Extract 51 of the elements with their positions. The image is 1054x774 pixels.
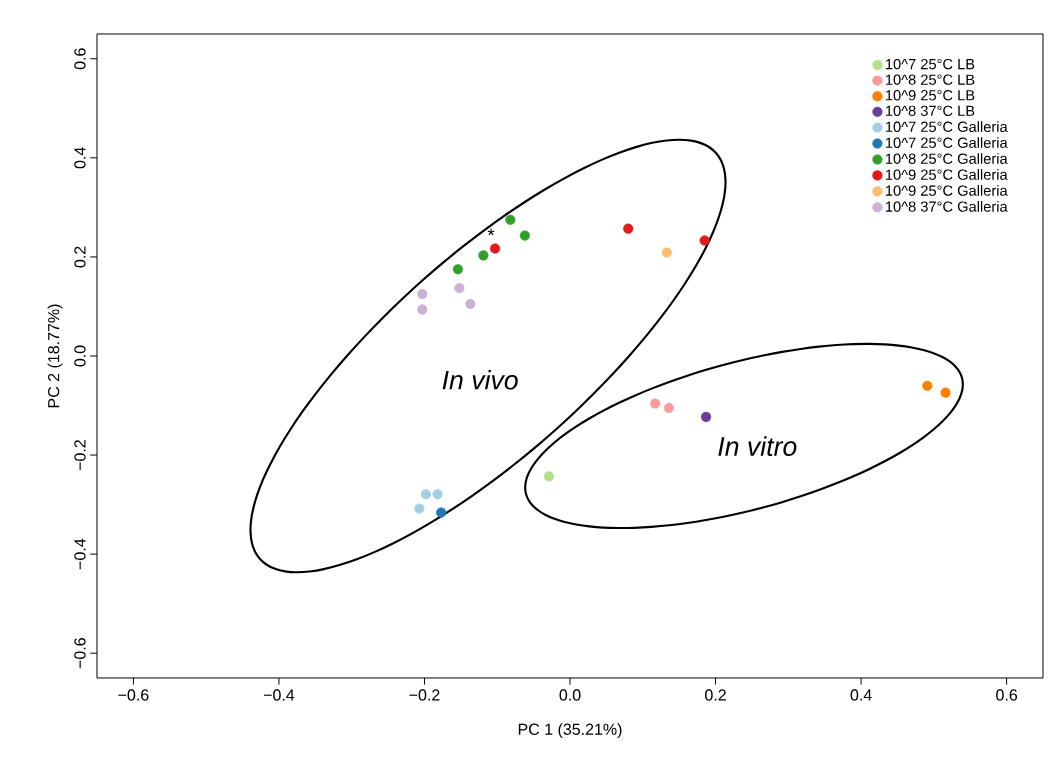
point	[414, 503, 425, 514]
point	[452, 264, 464, 275]
annotation: In vitro	[718, 436, 797, 456]
point	[699, 235, 710, 246]
y-tick-label: 0.0	[74, 345, 86, 367]
point	[505, 214, 516, 225]
x-tick-label: 0.4	[850, 689, 872, 701]
y-tick-label: −0.6	[74, 638, 86, 669]
point	[417, 289, 428, 300]
y-tick-label: −0.4	[74, 538, 86, 570]
x-tick-label: −0.6	[118, 689, 149, 701]
x-tick-label: 0.6	[996, 689, 1018, 701]
legend-label: 10^7 25°C LB	[886, 58, 975, 70]
point	[465, 298, 476, 310]
x-tick-label: 0.2	[705, 689, 726, 701]
y-tick-label: −0.2	[74, 440, 86, 471]
legend-label: 10^7 25°C Galleria	[886, 137, 1008, 148]
legend-label: 10^9 25°C Galleria	[886, 169, 1008, 180]
point	[420, 489, 431, 500]
point	[623, 223, 634, 234]
point	[661, 247, 672, 258]
point	[489, 243, 501, 254]
y-tick-label: 0.2	[74, 246, 86, 268]
y-tick-label: 0.4	[74, 147, 86, 169]
x-tick-label: −0.2	[409, 689, 440, 701]
point	[922, 380, 933, 391]
point	[432, 489, 443, 500]
x-tick-label: −0.4	[263, 689, 295, 701]
legend-label: 10^8 37°C LB	[886, 105, 975, 117]
annotation: *	[487, 228, 495, 236]
point	[940, 387, 951, 398]
point	[543, 471, 554, 482]
point	[436, 507, 447, 518]
legend-label: 10^7 25°C Galleria	[886, 121, 1008, 132]
point	[478, 250, 489, 261]
y-axis-title: PC 2 (18.77%)	[47, 304, 63, 408]
point	[650, 398, 661, 409]
point	[417, 304, 428, 315]
point	[454, 283, 465, 294]
legend-label: 10^8 37°C Galleria	[886, 201, 1008, 212]
legend-label: 10^9 25°C Galleria	[886, 185, 1008, 196]
legend-label: 10^8 25°C LB	[886, 74, 975, 85]
legend-label: 10^8 25°C Galleria	[886, 153, 1008, 164]
point	[663, 402, 675, 414]
point	[519, 230, 530, 241]
annotation: In vivo	[442, 370, 518, 390]
y-tick-label: 0.6	[74, 48, 86, 70]
point	[701, 411, 712, 422]
legend-label: 10^9 25°C LB	[886, 90, 975, 101]
x-axis-title: PC 1 (35.21%)	[518, 723, 622, 739]
x-tick-label: 0.0	[559, 689, 581, 701]
